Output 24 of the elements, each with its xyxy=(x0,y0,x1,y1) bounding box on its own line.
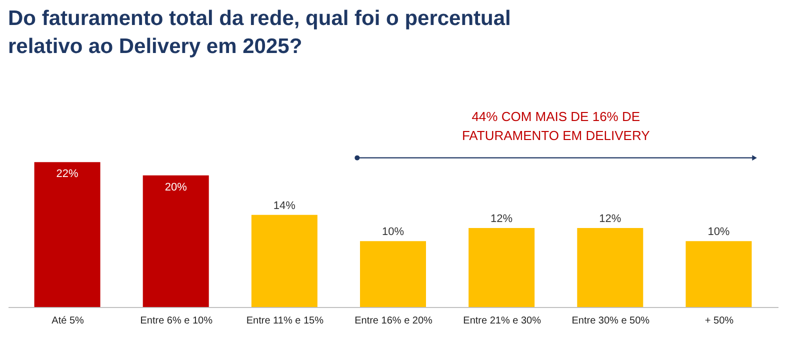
data-label: 12% xyxy=(599,213,622,226)
data-label: 14% xyxy=(273,200,296,212)
text: 44% COM MAIS DE 16% DE FATURAMENTO EM DELIVERY xyxy=(462,108,650,143)
x-tick-label: Entre 11% e 15% xyxy=(246,316,324,326)
x-tick-label: Até 5% xyxy=(52,316,84,326)
data-label: 22% xyxy=(56,168,79,180)
x-tick-label: Entre 16% e 20% xyxy=(354,316,433,326)
text: relativo ao Delivery em 2025? xyxy=(8,35,302,58)
data-label: 10% xyxy=(708,226,730,238)
x-tick-label: Entre 6% e 10% xyxy=(140,316,213,326)
bar xyxy=(251,214,318,307)
bar xyxy=(686,241,752,307)
data-label: 12% xyxy=(490,213,513,226)
x-tick-label: Entre 21% e 30% xyxy=(463,316,542,326)
bar xyxy=(142,175,209,307)
bar xyxy=(468,228,535,307)
x-tick-label: + 50% xyxy=(704,316,734,326)
bar xyxy=(577,228,644,307)
x-tick-label: Entre 30% e 50% xyxy=(572,316,650,326)
data-label: 10% xyxy=(382,226,404,238)
text: Do faturamento total da rede, qual foi o percentual xyxy=(8,7,511,30)
data-label: 20% xyxy=(164,181,188,194)
bar xyxy=(34,162,100,307)
bar xyxy=(360,241,426,307)
